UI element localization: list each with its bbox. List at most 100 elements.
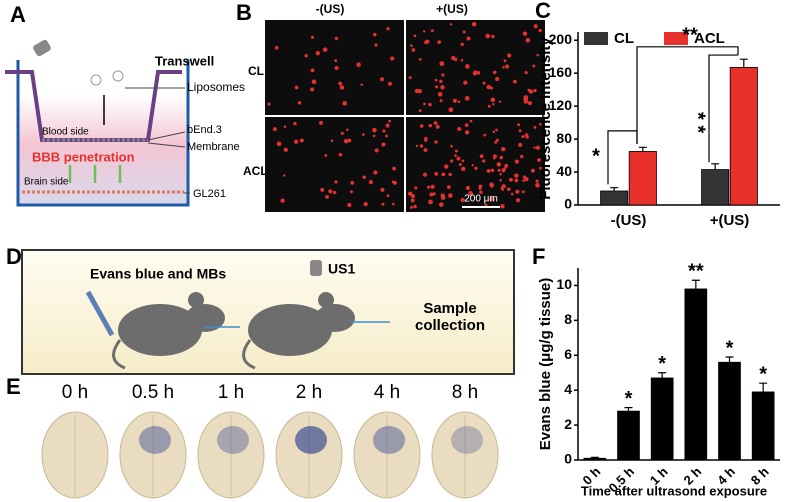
cell xyxy=(520,154,524,159)
label-box: Sample collection xyxy=(414,300,485,334)
cell xyxy=(522,179,525,182)
legend-label: ACL xyxy=(694,30,725,47)
dye xyxy=(373,426,405,454)
column-label: -(US) xyxy=(316,2,345,16)
time-label: 0.5 h xyxy=(132,382,174,403)
cell xyxy=(362,175,366,179)
error-bar xyxy=(711,163,720,170)
cell xyxy=(537,158,541,162)
cell xyxy=(299,138,304,143)
x-axis-label: Time after ultrasond exposure xyxy=(581,483,767,498)
cell xyxy=(419,144,424,148)
cell xyxy=(464,96,470,101)
cell xyxy=(360,83,363,86)
cell xyxy=(517,123,521,127)
cell xyxy=(490,168,495,173)
cell xyxy=(392,166,397,171)
dye xyxy=(451,426,483,454)
significance: * xyxy=(726,337,734,359)
cell xyxy=(535,179,539,183)
transwell-diagram: Transwell Liposomes bEnd.3 Blood side Me… xyxy=(5,39,245,207)
cell xyxy=(330,139,334,142)
cell xyxy=(349,190,353,194)
cell xyxy=(361,133,365,136)
cell xyxy=(535,145,540,150)
cell xyxy=(457,100,461,104)
cell xyxy=(440,195,446,200)
cell xyxy=(386,27,390,31)
cell xyxy=(435,85,439,89)
cell xyxy=(530,168,535,173)
cell xyxy=(430,29,434,33)
cell xyxy=(478,187,482,190)
cell xyxy=(471,163,474,167)
cell xyxy=(437,40,442,45)
cell xyxy=(479,190,483,194)
cell xyxy=(410,198,415,203)
cell xyxy=(479,154,484,159)
cell xyxy=(334,65,339,70)
bar xyxy=(701,169,730,206)
cell xyxy=(407,191,413,196)
cell xyxy=(320,187,325,192)
cell xyxy=(293,121,297,126)
cell xyxy=(536,53,540,57)
cell xyxy=(410,194,415,199)
legend-swatch xyxy=(664,32,688,45)
cell xyxy=(346,128,349,131)
cell xyxy=(472,71,477,76)
cell xyxy=(414,186,418,190)
cell xyxy=(448,107,454,113)
cell xyxy=(518,142,523,147)
cell xyxy=(476,71,481,75)
cell xyxy=(380,187,385,192)
cell xyxy=(283,174,286,177)
y-tick-label: 8 xyxy=(564,311,572,327)
cell xyxy=(538,28,542,33)
cell xyxy=(489,182,493,186)
cell xyxy=(418,109,422,113)
cell xyxy=(276,141,282,147)
cell xyxy=(505,64,510,69)
cell xyxy=(504,163,509,168)
cell xyxy=(332,190,337,195)
cell xyxy=(498,100,502,103)
cell xyxy=(433,121,438,125)
cell xyxy=(487,104,491,108)
cell xyxy=(515,189,520,194)
cell xyxy=(466,36,471,41)
label: Sample collection xyxy=(414,300,485,334)
label: Liposomes xyxy=(187,80,245,94)
cell xyxy=(373,170,378,175)
cell xyxy=(426,185,431,189)
mouse xyxy=(118,292,225,356)
cell xyxy=(457,126,462,131)
cell xyxy=(524,177,529,182)
label: Brain side xyxy=(24,177,69,188)
y-axis-label: Evans blue (μg/g tissue) xyxy=(537,278,554,451)
image xyxy=(406,117,545,212)
cell xyxy=(428,102,432,107)
error-bar xyxy=(725,356,734,363)
cell xyxy=(340,131,344,135)
cell xyxy=(483,133,487,137)
cell xyxy=(386,194,390,198)
cell xyxy=(444,164,449,169)
y-tick-label: 0 xyxy=(564,196,572,212)
error-bar xyxy=(590,456,599,459)
cell xyxy=(501,188,504,192)
significance: * * xyxy=(687,112,709,133)
bracket xyxy=(708,54,738,163)
cell xyxy=(310,87,315,92)
cell xyxy=(496,162,502,167)
cell xyxy=(510,192,514,196)
cell xyxy=(450,144,453,148)
transducer xyxy=(33,39,51,57)
label: bEnd.3 xyxy=(187,124,222,136)
cell xyxy=(523,95,529,100)
transducer xyxy=(310,260,322,276)
cell xyxy=(422,30,426,33)
cell xyxy=(486,84,492,90)
cell xyxy=(493,154,497,159)
cell xyxy=(347,202,352,208)
